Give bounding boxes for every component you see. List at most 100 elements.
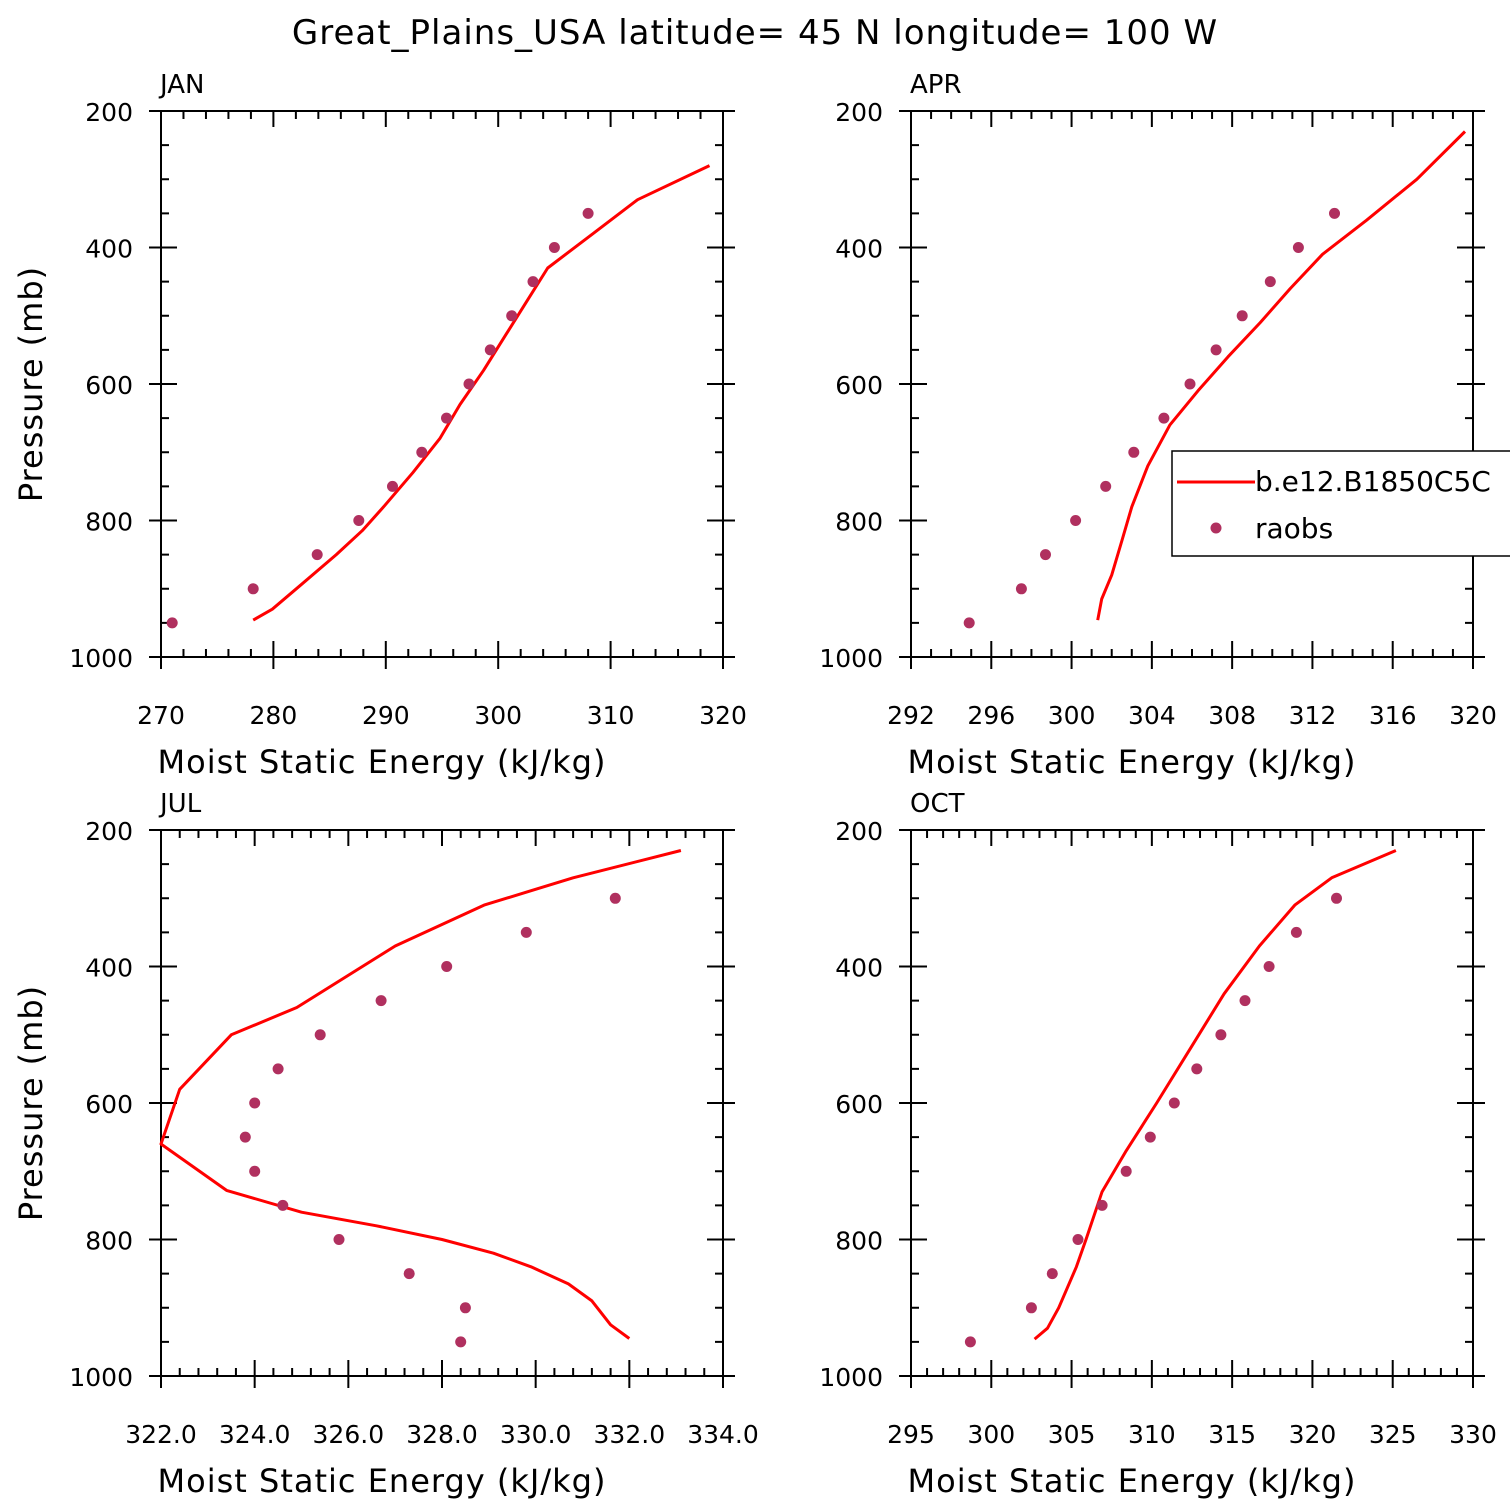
p2-ylabel: Pressure (mb) [12, 985, 50, 1221]
p0-obs-point [582, 207, 594, 219]
p3-xlabel: Moist Static Energy (kJ/kg) [908, 1462, 1357, 1500]
p0-obs-point [247, 583, 259, 595]
p1-obs-point [1128, 446, 1140, 458]
p3-obs-point [1290, 926, 1302, 938]
p2-obs-point [272, 1063, 284, 1075]
p1-xtick-label: 292 [887, 701, 935, 730]
p1-obs-point [1184, 378, 1196, 390]
p3-xtick-label: 310 [1128, 1420, 1176, 1449]
legend: b.e12.B1850C5C raobs [1171, 450, 1510, 557]
p3-obs-point [1215, 1029, 1227, 1041]
panel-oct: OCT 295 300 305 310 315 320 325 330 200 400 600 800 1… [819, 789, 1496, 1500]
p2-obs-point [249, 1165, 261, 1177]
p3-obs-point [1263, 961, 1275, 972]
p0-xlabel: Moist Static Energy (kJ/kg) [158, 743, 607, 781]
p1-obs-point [1100, 480, 1112, 492]
p0-xtick-label: 270 [137, 701, 185, 730]
p3-obs-point [1120, 1165, 1132, 1177]
p1-obs-point [1015, 583, 1027, 595]
p1-xtick-label: 308 [1208, 701, 1256, 730]
p1-obs-point [1264, 276, 1276, 288]
p2-ytick-label: 200 [85, 817, 133, 846]
p3-ytick-label: 200 [835, 817, 883, 846]
p0-ytick-label: 200 [85, 98, 133, 127]
p2-obs-point [277, 1199, 289, 1211]
panel-jan: JAN 270 280 290 300 310 320 200 400 600 800 1000 Moi… [12, 70, 747, 781]
p3-xtick-label: 320 [1289, 1420, 1337, 1449]
p0-obs-point [387, 480, 398, 492]
p0-obs-point [416, 446, 428, 458]
p1-title: APR [910, 70, 962, 100]
p1-xtick-label: 300 [1048, 701, 1096, 730]
p2-xtick-label: 326.0 [313, 1420, 385, 1449]
p2-ytick-label: 600 [85, 1090, 133, 1119]
p0-obs-point [484, 344, 496, 356]
p0-ytick-label: 800 [85, 508, 133, 537]
p1-xtick-label: 320 [1449, 701, 1497, 730]
p3-obs-point [1144, 1131, 1156, 1143]
p3-obs-point [1025, 1302, 1037, 1314]
p3-obs-point [1191, 1063, 1203, 1075]
p2-xtick-label: 330.0 [500, 1420, 572, 1449]
p3-xtick-label: 330 [1449, 1420, 1497, 1449]
panel-jul: JUL 322.0 324.0 326.0 328.0 330.0 332.0 334.0 20… [12, 789, 759, 1500]
p3-obs-point [1331, 892, 1342, 904]
p2-xlabel: Moist Static Energy (kJ/kg) [158, 1462, 607, 1500]
legend-obs-label: raobs [1255, 512, 1333, 545]
p0-obs-point [527, 276, 539, 288]
p1-ytick-label: 600 [835, 371, 883, 400]
p3-obs-point [1072, 1234, 1084, 1245]
p3-ytick-label: 1000 [819, 1363, 883, 1392]
p3-obs-point [1096, 1199, 1108, 1211]
p2-xtick-label: 328.0 [406, 1420, 478, 1449]
p1-xlabel: Moist Static Energy (kJ/kg) [908, 743, 1357, 781]
p1-obs-point [1210, 344, 1222, 356]
p3-model-line [1033, 849, 1397, 1341]
p0-xtick-label: 320 [699, 701, 747, 730]
p1-obs-point [1040, 549, 1051, 561]
p3-ytick-label: 400 [835, 954, 883, 983]
p2-obs-point [314, 1029, 326, 1041]
p2-obs-point [333, 1234, 345, 1245]
p0-frame [160, 110, 724, 658]
legend-box [1171, 450, 1510, 557]
p1-ytick-label: 400 [835, 235, 883, 264]
p2-xtick-label: 332.0 [594, 1420, 666, 1449]
p3-obs-point [964, 1336, 976, 1348]
p1-obs-point [1236, 310, 1248, 322]
legend-model-label: b.e12.B1850C5C [1255, 465, 1491, 498]
p0-xtick-label: 280 [250, 701, 298, 730]
p3-xtick-label: 325 [1369, 1420, 1417, 1449]
p3-xtick-label: 295 [887, 1420, 935, 1449]
p0-obs-point [548, 242, 560, 253]
p0-obs-point [441, 412, 452, 424]
p0-title: JAN [158, 70, 204, 100]
p3-ytick-label: 800 [835, 1227, 883, 1256]
p1-xtick-label: 296 [967, 701, 1015, 730]
p2-obs-point [609, 892, 621, 904]
figure-title: Great_Plains_USA latitude= 45 N longitud… [292, 13, 1218, 53]
p3-obs-point [1168, 1097, 1180, 1109]
p0-obs-point [166, 617, 178, 629]
p2-obs-point [455, 1336, 467, 1348]
p3-title: OCT [910, 789, 965, 819]
p1-ytick-label: 800 [835, 508, 883, 537]
p2-obs-point [249, 1097, 261, 1109]
p2-title: JUL [158, 789, 202, 819]
p2-obs-point [459, 1302, 471, 1314]
p1-obs-point [1329, 207, 1340, 219]
p2-frame [160, 829, 724, 1377]
p2-obs-point [403, 1268, 415, 1280]
p3-obs-point [1239, 995, 1251, 1007]
p3-obs-point [1046, 1268, 1058, 1280]
p0-obs-point [463, 378, 475, 390]
p0-obs-point [506, 310, 518, 322]
p1-xtick-label: 312 [1289, 701, 1337, 730]
p3-frame [910, 829, 1474, 1377]
p2-model-line [159, 849, 682, 1340]
p2-xtick-label: 324.0 [219, 1420, 291, 1449]
p0-obs-point [353, 515, 365, 526]
p1-model-line [1096, 130, 1467, 621]
p1-obs-point [963, 617, 975, 629]
